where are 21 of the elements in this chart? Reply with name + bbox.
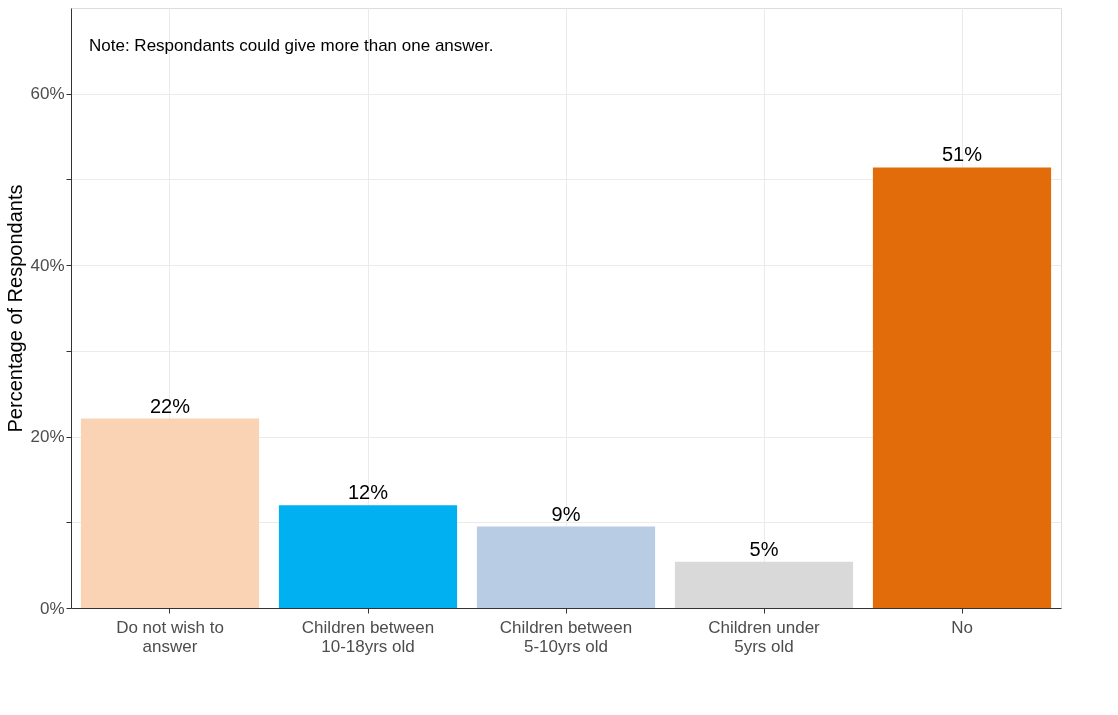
x-tick-label: No [951,617,973,637]
annotation: Note: Respondants could give more than one answer. [89,36,494,55]
x-tick-label: Do not wish to answer [116,617,224,656]
bar [80,418,260,608]
y-tick-label: 20% [30,427,65,447]
bar [674,561,854,608]
y-tick-label: 0% [39,598,65,618]
bar [872,167,1052,608]
x-tick-label: Children between 10-18yrs old [301,617,435,656]
bar [476,526,656,608]
x-tick-label: Children between 5-10yrs old [499,617,633,656]
y-axis-title: Percentage of Respondants [4,184,27,433]
data-label: 22% [149,394,191,417]
data-label: 51% [941,143,983,166]
y-tick-label: 60% [30,84,65,104]
data-label: 9% [551,502,581,525]
bar [278,505,458,608]
data-label: 12% [347,481,389,504]
data-label: 5% [749,537,779,560]
y-tick-label: 40% [30,255,65,275]
x-tick-label: Children under 5yrs old [708,617,821,656]
